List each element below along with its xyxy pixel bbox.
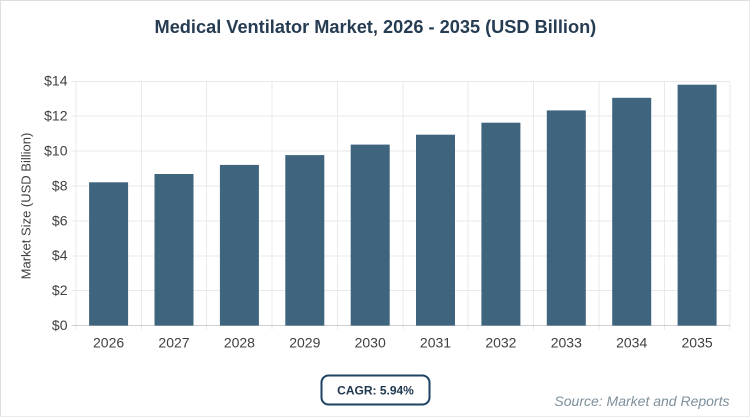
svg-text:2034: 2034 — [616, 334, 647, 350]
svg-text:$12: $12 — [44, 108, 68, 124]
svg-text:2029: 2029 — [289, 334, 320, 350]
svg-text:2026: 2026 — [93, 334, 124, 350]
svg-text:2027: 2027 — [158, 334, 189, 350]
svg-text:Medical Ventilator Market, 202: Medical Ventilator Market, 2026 - 2035 (… — [155, 17, 597, 37]
svg-text:2032: 2032 — [485, 334, 516, 350]
svg-text:$2: $2 — [52, 282, 68, 298]
svg-text:2031: 2031 — [420, 334, 451, 350]
svg-text:$8: $8 — [52, 177, 68, 193]
svg-text:Source: Market and Reports: Source: Market and Reports — [554, 393, 729, 409]
svg-text:2033: 2033 — [551, 334, 582, 350]
svg-text:$0: $0 — [52, 317, 68, 333]
svg-text:Market Size (USD Billion): Market Size (USD Billion) — [19, 133, 34, 280]
svg-text:$4: $4 — [52, 247, 68, 263]
svg-text:2030: 2030 — [355, 334, 386, 350]
svg-text:$10: $10 — [44, 143, 68, 159]
svg-text:2035: 2035 — [682, 334, 713, 350]
svg-text:$14: $14 — [44, 73, 68, 89]
svg-text:CAGR: 5.94%: CAGR: 5.94% — [337, 383, 414, 397]
svg-text:$6: $6 — [52, 212, 68, 228]
svg-text:2028: 2028 — [224, 334, 255, 350]
